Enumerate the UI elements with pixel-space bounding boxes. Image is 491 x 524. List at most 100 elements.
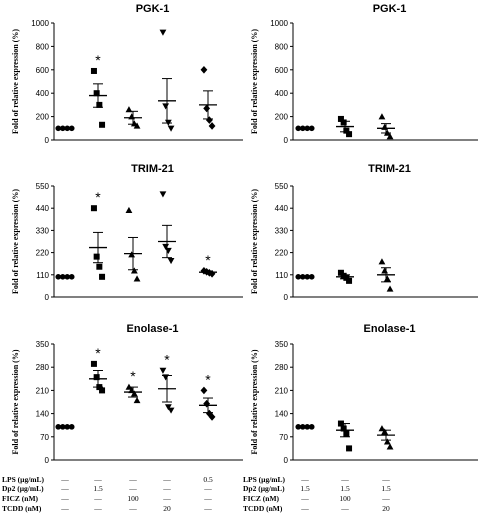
- data-point: [343, 430, 350, 437]
- condition-label: FICZ (nM): [243, 494, 280, 503]
- data-group: [377, 258, 395, 292]
- data-point: [90, 360, 97, 367]
- significance-star: *: [130, 368, 136, 384]
- data-point: [208, 413, 216, 421]
- data-group: [158, 191, 176, 265]
- significance-star: *: [205, 371, 211, 387]
- data-point: [167, 407, 175, 414]
- chart-panel-5: Enolase-1 Fold of relative expression (%)…: [11, 323, 243, 465]
- data-group: *: [199, 371, 217, 421]
- condition-value: —: [300, 504, 309, 513]
- data-point: [164, 404, 172, 411]
- condition-value: —: [162, 484, 171, 493]
- data-point: [133, 122, 141, 129]
- significance-star: *: [95, 345, 101, 361]
- y-tick-label: 330: [36, 226, 50, 235]
- y-tick-label: 1000: [31, 19, 49, 28]
- y-tick-label: 140: [36, 410, 50, 419]
- y-axis-label: Fold of relative expression (%): [11, 349, 20, 454]
- data-point: [205, 116, 213, 124]
- data-group: [295, 125, 315, 132]
- data-point: [164, 247, 172, 254]
- y-axis-label: Fold of relative expression (%): [250, 349, 259, 454]
- chart-panel-2: PGK-1 Fold of relative expression (%) 0 200…: [250, 3, 478, 145]
- data-point: [386, 443, 394, 450]
- data-group: *: [124, 368, 142, 404]
- condition-value: —: [300, 475, 309, 484]
- condition-value: —: [60, 504, 69, 513]
- y-tick-label: 200: [275, 113, 289, 122]
- data-point: [203, 399, 211, 408]
- data-point: [346, 131, 353, 138]
- y-tick-label: 220: [36, 249, 50, 258]
- condition-value: —: [60, 475, 69, 484]
- y-tick-label: 70: [279, 433, 288, 442]
- data-point: [93, 374, 100, 381]
- condition-value: 100: [339, 494, 351, 503]
- y-tick-label: 280: [275, 363, 289, 372]
- y-tick-label: 280: [36, 363, 50, 372]
- y-tick-label: 210: [36, 386, 50, 395]
- condition-value: —: [381, 475, 390, 484]
- chart-title: Enolase-1: [364, 323, 416, 335]
- data-group: *: [89, 189, 107, 280]
- condition-label: Dp2 (µg/mL): [243, 484, 285, 493]
- condition-value: —: [128, 475, 137, 484]
- condition-value: —: [128, 504, 137, 513]
- y-tick-label: 400: [36, 89, 50, 98]
- data-point: [340, 425, 347, 432]
- data-point: [93, 90, 100, 97]
- data-point: [208, 122, 216, 130]
- data-point: [133, 275, 141, 282]
- data-point: [159, 367, 167, 374]
- condition-value: —: [203, 484, 212, 493]
- y-tick-label: 0: [45, 136, 50, 145]
- data-point: [99, 387, 106, 394]
- data-group: [336, 269, 354, 284]
- data-point: [383, 438, 391, 445]
- condition-value: 1.5: [300, 484, 310, 493]
- y-tick-label: 600: [36, 66, 50, 75]
- data-point: [381, 267, 389, 274]
- condition-value: —: [93, 504, 102, 513]
- data-group: [336, 420, 354, 452]
- condition-value: 20: [382, 504, 390, 513]
- data-group: *: [89, 345, 107, 394]
- chart-title: Enolase-1: [127, 323, 179, 335]
- y-tick-label: 210: [275, 386, 289, 395]
- y-tick-label: 400: [275, 89, 289, 98]
- condition-value: —: [162, 494, 171, 503]
- data-group: [158, 29, 176, 132]
- chart-panel-1: PGK-1 Fold of relative expression (%) 0 200…: [11, 3, 243, 145]
- data-group: *: [199, 252, 217, 278]
- y-tick-label: 600: [275, 66, 289, 75]
- condition-value: 0.5: [203, 475, 213, 484]
- y-tick-label: 1000: [270, 19, 288, 28]
- condition-value: 1.5: [381, 484, 391, 493]
- condition-label: LPS (µg/mL): [243, 475, 286, 484]
- y-tick-label: 0: [284, 456, 289, 465]
- data-group: [55, 424, 75, 430]
- y-tick-label: 0: [284, 136, 289, 145]
- chart-title: PGK-1: [373, 3, 407, 15]
- y-tick-label: 550: [36, 182, 50, 191]
- data-point: [96, 101, 103, 108]
- data-group: [199, 66, 217, 130]
- data-point: [125, 106, 133, 113]
- y-tick-label: 220: [275, 249, 289, 258]
- y-axis-label: Fold of relative expression (%): [11, 29, 20, 134]
- y-tick-label: 800: [36, 42, 50, 51]
- condition-label: Dp2 (µg/mL): [2, 484, 44, 493]
- y-tick-label: 0: [45, 456, 50, 465]
- data-point: [96, 263, 103, 270]
- data-group: *: [158, 352, 176, 414]
- condition-value: —: [203, 494, 212, 503]
- y-tick-label: 0: [45, 293, 50, 302]
- data-point: [130, 267, 138, 274]
- data-point: [337, 115, 344, 122]
- data-group: *: [89, 52, 107, 128]
- data-group: [55, 274, 75, 280]
- condition-value: 1.5: [340, 484, 350, 493]
- data-group: [295, 274, 315, 280]
